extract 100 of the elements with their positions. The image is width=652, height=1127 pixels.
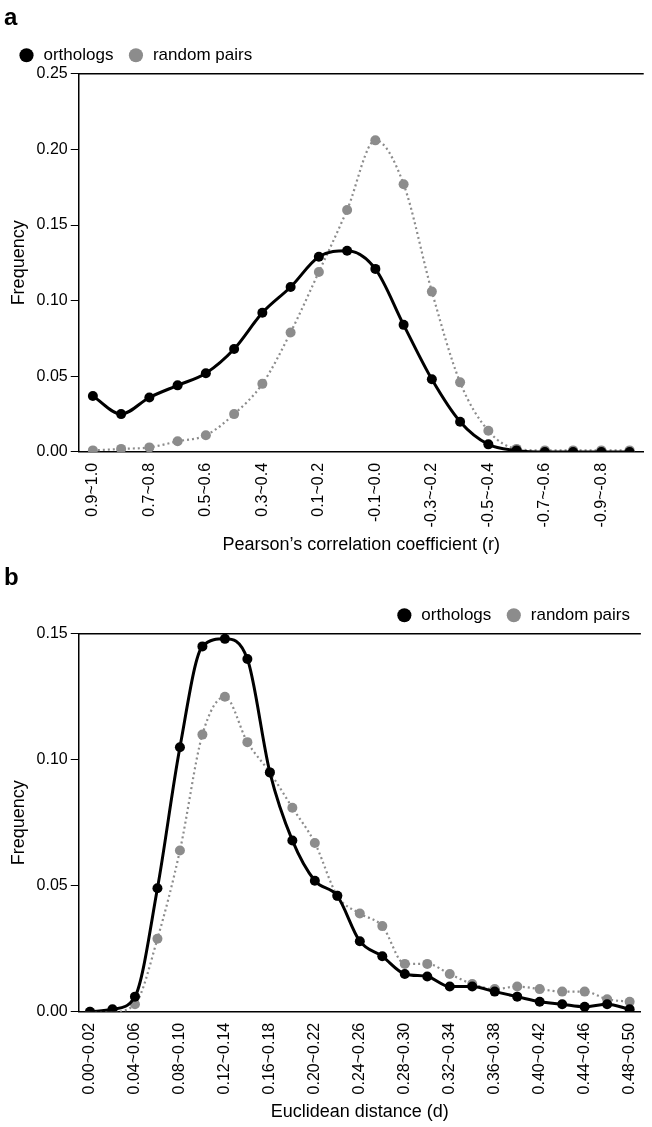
y-tick-label: 0.20 [36,139,68,157]
point [200,430,211,441]
point [152,883,163,894]
point [116,409,127,420]
point [144,392,155,403]
point [219,691,230,702]
x-tick-label: 0.36~0.38 [485,1022,503,1095]
point [557,986,568,997]
point [129,991,140,1002]
point [455,416,466,427]
point [354,908,365,919]
point [370,135,381,146]
x-tick-label: 0.32~0.34 [440,1022,458,1095]
x-tick-label: -0.1~0.0 [365,462,383,523]
point [354,936,365,947]
x-tick-label: -0.7~-0.6 [535,462,553,528]
point [144,442,155,452]
x-tick-label: -0.9~-0.8 [591,462,609,528]
x-tick-label: 0.20~0.22 [305,1022,323,1095]
x-tick-label: 0.28~0.30 [395,1022,413,1095]
x-tick-label: 0.16~0.18 [260,1022,278,1095]
point [377,951,388,962]
point [313,251,324,262]
x-axis-title: Pearson’s correlation coefficient (r) [222,534,500,555]
point [426,374,437,385]
point [624,1004,635,1012]
point [426,286,437,297]
chart-title: b [4,563,19,591]
point [287,802,298,813]
chart-title: a [4,3,18,31]
x-tick-label: 0.3~0.4 [252,462,270,517]
point [444,981,455,992]
legend-label: random pairs [530,604,631,624]
y-tick-label: 0.05 [36,366,68,384]
point [370,263,381,274]
x-tick-label: 0.00~0.02 [80,1022,98,1095]
legend-label: random pairs [152,44,253,64]
point [309,837,320,848]
point [557,999,568,1010]
point [309,875,320,886]
point [200,368,211,379]
point [534,984,545,995]
point [422,958,433,969]
x-tick-label: 0.12~0.14 [215,1022,233,1095]
point [534,996,545,1007]
y-tick-label: 0.10 [36,750,68,768]
point [398,319,409,330]
point [197,641,208,652]
point [512,981,523,992]
legend-label: orthologs [43,44,114,64]
point [229,409,240,420]
point [512,991,523,1002]
point [579,1001,590,1012]
y-tick-label: 0.00 [36,1002,68,1020]
point [377,921,388,932]
x-axis-title: Euclidean distance (d) [270,1101,449,1122]
x-tick-label: 0.44~0.46 [575,1022,593,1095]
point [219,633,230,644]
point [398,179,409,190]
point [287,835,298,846]
point [313,266,324,277]
point [342,204,353,215]
x-tick-label: 0.04~0.06 [125,1022,143,1095]
y-tick-label: 0.25 [36,64,68,82]
point [579,986,590,997]
y-tick-label: 0.05 [36,876,68,894]
y-tick-label: 0.15 [36,624,68,642]
point [174,845,185,856]
legend-label: orthologs [421,604,492,624]
x-tick-label: 0.48~0.50 [620,1022,638,1095]
x-tick-label: 0.1~0.2 [309,462,327,517]
x-tick-label: -0.3~-0.2 [422,462,440,528]
point [455,377,466,388]
point [197,729,208,740]
point [399,968,410,979]
point [444,968,455,979]
point [422,971,433,982]
point [152,933,163,944]
y-tick-label: 0.10 [36,291,68,309]
x-tick-label: 0.5~0.6 [196,462,214,517]
point [399,958,410,969]
point [257,307,268,318]
point [285,282,296,293]
point [172,436,183,447]
y-axis-title: Frequency [7,220,28,306]
point [483,425,494,436]
y-axis-title: Frequency [7,780,28,866]
point [483,439,494,450]
point [602,999,613,1010]
x-tick-label: 0.7~0.8 [139,462,157,517]
x-tick-label: -0.5~-0.4 [478,462,496,528]
x-tick-label: 0.9~1.0 [83,462,101,517]
point [342,245,353,256]
point [229,344,240,355]
x-tick-label: 0.24~0.26 [350,1022,368,1095]
point [242,737,253,748]
point [174,742,185,753]
point [242,654,253,664]
point [116,443,127,452]
point [87,390,98,401]
